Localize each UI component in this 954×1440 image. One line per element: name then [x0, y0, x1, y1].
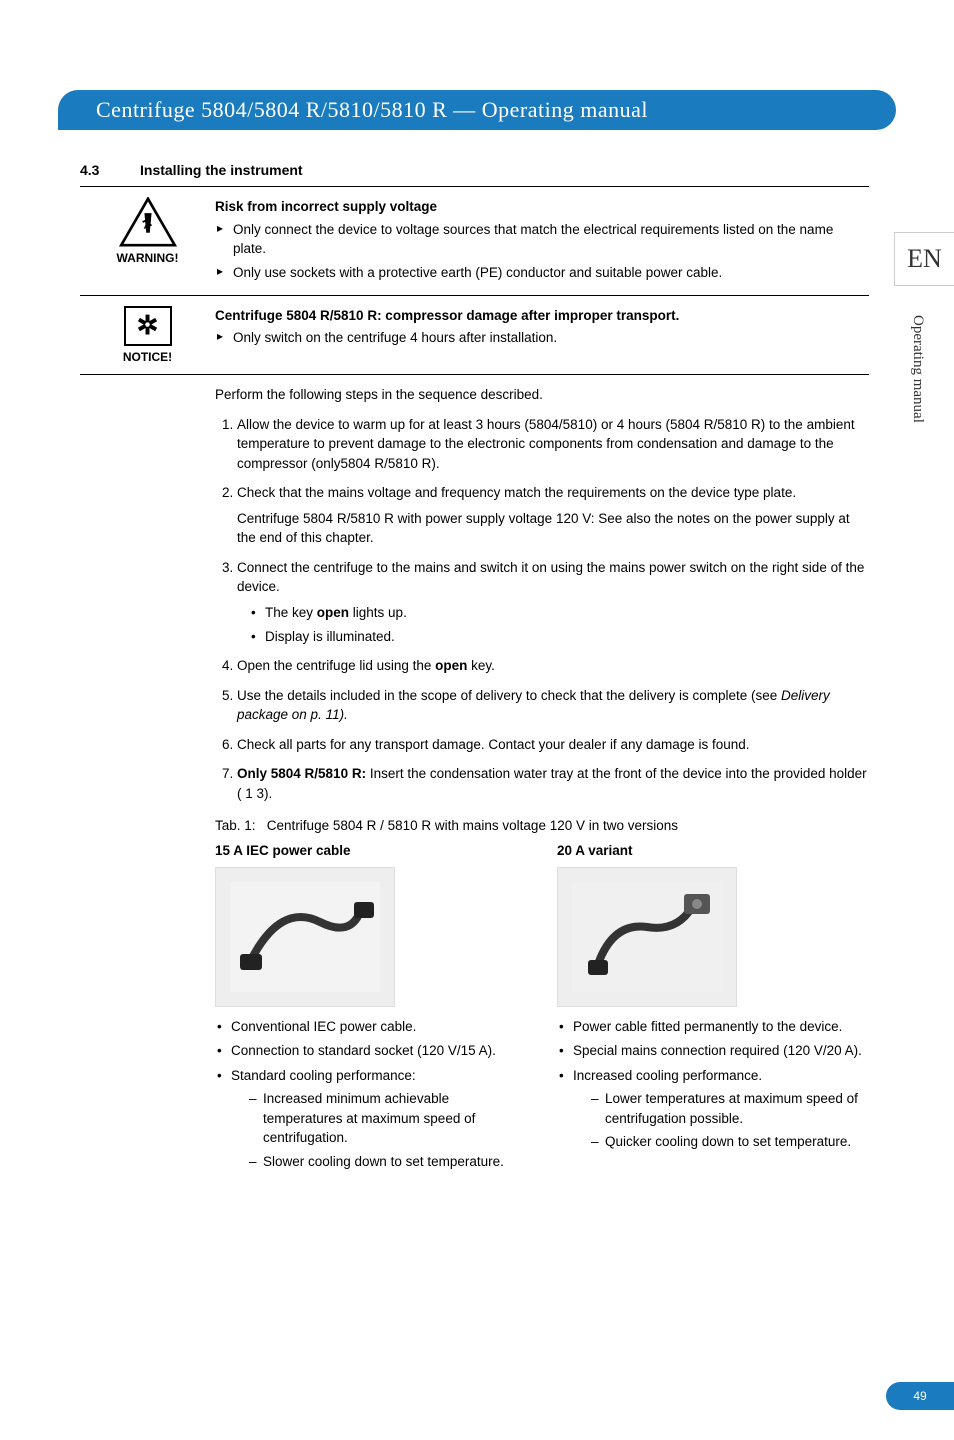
step-2: Check that the mains voltage and frequen…	[237, 483, 869, 548]
header-title: Centrifuge 5804/5804 R/5810/5810 R — Ope…	[96, 97, 648, 123]
step-4: Open the centrifuge lid using the open k…	[237, 656, 869, 676]
feature-dash-list: Lower temperatures at maximum speed of c…	[573, 1089, 869, 1152]
step-3-sub-1-pre: The key	[265, 605, 317, 620]
variants-row: 15 A IEC power cable Conventional IEC po…	[215, 841, 869, 1177]
warning-block: WARNING! Risk from incorrect supply volt…	[80, 197, 869, 286]
divider	[80, 374, 869, 375]
step-3-sub-2: Display is illuminated.	[251, 627, 869, 647]
step-3-sublist: The key open lights up. Display is illum…	[237, 603, 869, 646]
feature-item: Standard cooling performance: Increased …	[215, 1066, 527, 1172]
main-content: 4.3 Installing the instrument WARNING! R…	[80, 160, 869, 1177]
section-heading-row: 4.3 Installing the instrument	[80, 160, 869, 180]
step-6: Check all parts for any transport damage…	[237, 735, 869, 755]
warning-list: Only connect the device to voltage sourc…	[215, 220, 869, 283]
section-title: Installing the instrument	[140, 160, 303, 180]
notice-body: Centrifuge 5804 R/5810 R: compressor dam…	[215, 306, 869, 352]
feature-item: Increased cooling performance. Lower tem…	[557, 1066, 869, 1152]
variant-right: 20 A variant Power cable fitted permanen…	[557, 841, 869, 1177]
step-7: Only 5804 R/5810 R: Insert the condensat…	[237, 764, 869, 803]
variant-right-heading: 20 A variant	[557, 841, 869, 861]
warning-icon-col: WARNING!	[80, 197, 215, 267]
step-4-pre: Open the centrifuge lid using the	[237, 658, 435, 673]
table-caption-text: Centrifuge 5804 R / 5810 R with mains vo…	[267, 818, 678, 833]
notice-list: Only switch on the centrifuge 4 hours af…	[215, 328, 869, 348]
step-3-sub-1-post: lights up.	[349, 605, 407, 620]
step-4-post: key.	[467, 658, 495, 673]
variant-left-heading: 15 A IEC power cable	[215, 841, 527, 861]
step-3-sub-1: The key open lights up.	[251, 603, 869, 623]
warning-item: Only connect the device to voltage sourc…	[215, 220, 869, 259]
dash-item: Increased minimum achievable temperature…	[249, 1089, 527, 1148]
notice-heading: Centrifuge 5804 R/5810 R: compressor dam…	[215, 306, 869, 326]
dash-item: Slower cooling down to set temperature.	[249, 1152, 527, 1172]
steps-list: Allow the device to warm up for at least…	[215, 415, 869, 804]
step-2-text-a: Check that the mains voltage and frequen…	[237, 485, 796, 500]
feature-item: Power cable fitted permanently to the de…	[557, 1017, 869, 1037]
warning-heading: Risk from incorrect supply voltage	[215, 197, 869, 217]
divider	[80, 295, 869, 296]
cable-image-20a	[557, 867, 737, 1007]
feature-item-text: Increased cooling performance.	[573, 1068, 762, 1083]
divider	[80, 186, 869, 187]
step-7-bold: Only 5804 R/5810 R:	[237, 766, 366, 781]
warning-item: Only use sockets with a protective earth…	[215, 263, 869, 283]
feature-item: Special mains connection required (120 V…	[557, 1041, 869, 1061]
step-1-text: Allow the device to warm up for at least…	[237, 417, 855, 471]
notice-label: NOTICE!	[123, 349, 172, 366]
table-caption: Tab. 1: Centrifuge 5804 R / 5810 R with …	[215, 816, 869, 836]
feature-item-text: Standard cooling performance:	[231, 1068, 416, 1083]
page-number: 49	[886, 1382, 954, 1410]
notice-square-icon: ✲	[124, 306, 172, 346]
step-1: Allow the device to warm up for at least…	[237, 415, 869, 474]
step-3: Connect the centrifuge to the mains and …	[237, 558, 869, 646]
feature-item: Connection to standard socket (120 V/15 …	[215, 1041, 527, 1061]
step-5-pre: Use the details included in the scope of…	[237, 688, 781, 703]
feature-dash-list: Increased minimum achievable temperature…	[231, 1089, 527, 1171]
step-2-text-b: Centrifuge 5804 R/5810 R with power supp…	[237, 509, 869, 548]
language-tab: EN	[894, 232, 954, 286]
language-code: EN	[907, 244, 942, 274]
section-number: 4.3	[80, 160, 140, 180]
notice-item: Only switch on the centrifuge 4 hours af…	[215, 328, 869, 348]
feature-item: Conventional IEC power cable.	[215, 1017, 527, 1037]
warning-body: Risk from incorrect supply voltage Only …	[215, 197, 869, 286]
step-5: Use the details included in the scope of…	[237, 686, 869, 725]
variant-left-features: Conventional IEC power cable. Connection…	[215, 1017, 527, 1172]
variant-left: 15 A IEC power cable Conventional IEC po…	[215, 841, 527, 1177]
cable-image-15a	[215, 867, 395, 1007]
intro-text: Perform the following steps in the seque…	[215, 385, 869, 405]
side-label: Operating manual	[909, 315, 926, 423]
variant-right-features: Power cable fitted permanently to the de…	[557, 1017, 869, 1152]
dash-item: Lower temperatures at maximum speed of c…	[591, 1089, 869, 1128]
notice-block: ✲ NOTICE! Centrifuge 5804 R/5810 R: comp…	[80, 306, 869, 366]
warning-label: WARNING!	[117, 250, 179, 267]
step-3-sub-1-bold: open	[317, 605, 349, 620]
notice-glyph: ✲	[137, 307, 159, 345]
step-4-bold: open	[435, 658, 467, 673]
body-column: Perform the following steps in the seque…	[215, 385, 869, 1177]
table-caption-label: Tab. 1:	[215, 818, 256, 833]
header-band: Centrifuge 5804/5804 R/5810/5810 R — Ope…	[58, 90, 896, 130]
step-3-text: Connect the centrifuge to the mains and …	[237, 560, 864, 595]
notice-icon-col: ✲ NOTICE!	[80, 306, 215, 366]
warning-triangle-icon	[119, 197, 177, 247]
dash-item: Quicker cooling down to set temperature.	[591, 1132, 869, 1152]
